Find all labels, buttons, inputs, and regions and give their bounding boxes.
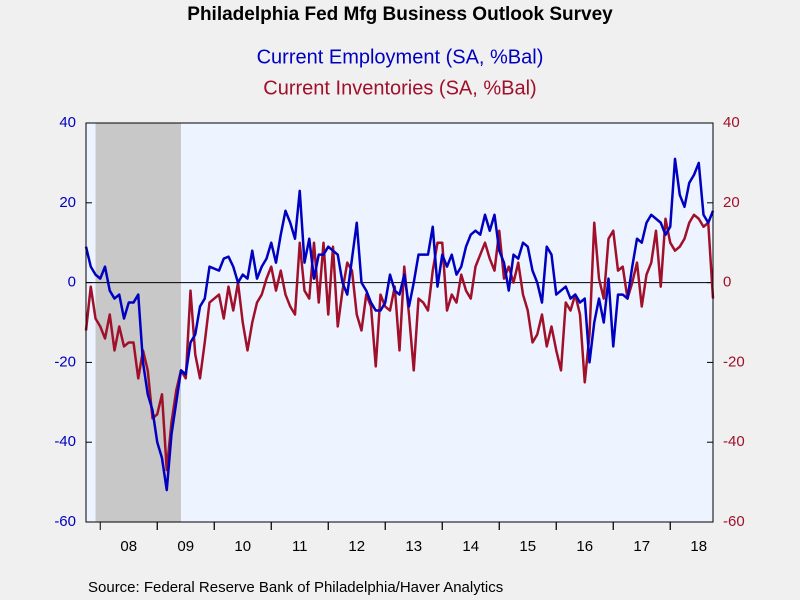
y-tick-label: -20 [54,353,76,370]
y-tick-label: 20 [59,194,76,211]
series-line [84,157,715,492]
legend-entry: Current Employment (SA, %Bal) [257,46,544,68]
chart-title: Philadelphia Fed Mfg Business Outlook Su… [187,4,613,25]
series-line [84,213,715,472]
x-tick-label: 13 [405,538,422,555]
x-tick-label: 10 [234,538,251,555]
y2-tick-label: 40 [723,114,740,131]
x-tick-label: 16 [576,538,593,555]
x-tick-label: 18 [690,538,707,555]
plot-area [86,123,713,522]
y2-tick-label: 20 [723,194,740,211]
x-tick-label: 08 [120,538,137,555]
source-note: Source: Federal Reserve Bank of Philadel… [88,579,503,596]
x-tick-label: 12 [348,538,365,555]
x-tick-label: 15 [519,538,536,555]
x-tick-label: 09 [177,538,194,555]
y2-tick-label: -40 [723,433,745,450]
y-tick-label: 0 [68,274,76,291]
y-tick-label: -60 [54,513,76,530]
legend-entry: Current Inventories (SA, %Bal) [263,77,536,99]
y-tick-label: -40 [54,433,76,450]
x-tick-label: 11 [292,538,308,555]
plot-frame [85,122,714,523]
y-tick-label: 40 [59,114,76,131]
x-tick-label: 17 [633,538,650,555]
y2-tick-label: 0 [723,274,731,291]
y2-tick-label: -60 [723,513,745,530]
y2-tick-label: -20 [723,353,745,370]
x-tick-label: 14 [462,538,479,555]
